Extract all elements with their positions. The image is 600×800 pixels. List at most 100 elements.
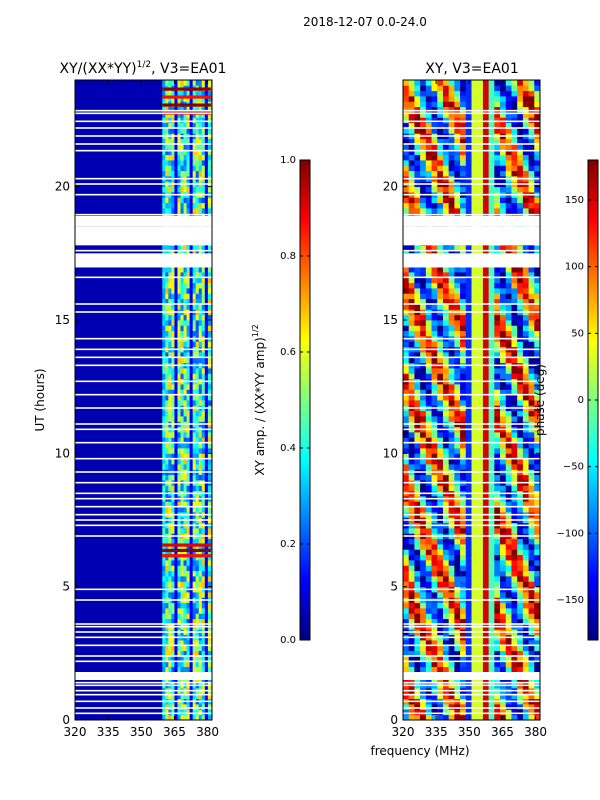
phase-cell	[522, 416, 529, 422]
phase-cell	[437, 245, 444, 252]
phase-cell	[494, 506, 501, 513]
phase-cell	[471, 373, 478, 380]
amplitude-cell	[174, 282, 178, 289]
phase-cell	[465, 272, 472, 278]
phase-cell	[431, 154, 438, 161]
phase-cell	[477, 576, 484, 582]
phase-cell	[511, 90, 518, 97]
phase-cell	[477, 138, 484, 145]
phase-cell	[477, 282, 484, 289]
amplitude-cell	[174, 501, 178, 508]
phase-cell	[528, 186, 535, 193]
phase-cell	[420, 693, 427, 700]
amplitude-cell	[168, 394, 172, 401]
phase-cell	[403, 320, 410, 326]
phase-cell	[500, 656, 507, 662]
phase-cell	[431, 368, 438, 374]
phase-cell	[500, 341, 507, 348]
phase-cell	[448, 437, 455, 444]
phase-cell	[528, 549, 535, 556]
blank-gap-46	[403, 193, 540, 196]
amplitude-cell	[201, 90, 206, 97]
amplitude-cell	[186, 650, 191, 657]
amplitude-cell	[162, 640, 166, 646]
phase-cell	[465, 538, 472, 545]
amplitude-cell	[177, 416, 181, 422]
phase-cell	[437, 144, 444, 150]
phase-cell	[408, 293, 415, 300]
phase-cell	[511, 325, 518, 332]
amplitude-hot-row-4	[162, 103, 211, 107]
phase-cell	[465, 357, 472, 364]
phase-cell	[414, 448, 421, 454]
amplitude-cell	[198, 149, 203, 156]
amplitude-cell	[201, 416, 206, 422]
amplitude-cell	[165, 320, 169, 326]
amplitude-cell	[174, 165, 178, 172]
amplitude-cell	[207, 90, 212, 97]
amplitude-cell	[207, 357, 212, 364]
amplitude-cell	[189, 506, 194, 513]
amplitude-cell	[183, 549, 187, 556]
phase-cell	[408, 384, 415, 390]
phase-cell	[431, 341, 438, 348]
phase-cell	[500, 528, 507, 534]
amplitude-cell	[174, 613, 178, 620]
phase-cell	[517, 154, 524, 161]
amplitude-cell	[168, 165, 172, 172]
amplitude-cell	[174, 442, 178, 449]
amplitude-cell	[180, 560, 184, 566]
phase-cell	[460, 85, 467, 92]
phase-cell	[425, 144, 432, 150]
amplitude-cell	[168, 565, 172, 572]
phase-cell	[494, 320, 501, 326]
phase-cell	[431, 565, 438, 572]
phase-cell	[517, 458, 524, 465]
phase-cell	[534, 272, 540, 278]
phase-cell	[431, 330, 438, 337]
amplitude-cell	[165, 602, 169, 609]
phase-cell	[500, 389, 507, 396]
phase-cell	[477, 485, 484, 492]
phase-cell	[437, 90, 444, 97]
phase-cell	[494, 282, 501, 289]
phase-cell	[528, 528, 535, 534]
amplitude-cell	[201, 704, 206, 710]
phase-cell	[420, 394, 427, 401]
phase-cell	[522, 538, 529, 545]
amplitude-cell	[204, 549, 209, 556]
phase-cell	[471, 197, 478, 204]
phase-cell	[403, 400, 410, 406]
phase-cell	[505, 581, 512, 588]
phase-cell	[494, 293, 501, 300]
amplitude-cell	[201, 549, 206, 556]
blank-gap-19	[403, 535, 540, 537]
amplitude-cell	[204, 416, 209, 422]
amplitude-cell	[186, 266, 191, 273]
phase-cell	[488, 576, 495, 582]
amplitude-cell	[189, 613, 194, 620]
amplitude-cell	[180, 117, 184, 124]
amplitude-cell	[174, 384, 178, 390]
phase-cell	[505, 618, 512, 625]
phase-cell	[437, 266, 444, 273]
phase-cell	[477, 373, 484, 380]
phase-cell	[528, 416, 535, 422]
phase-cell	[534, 661, 540, 668]
amplitude-cell	[192, 554, 197, 561]
phase-cell	[511, 330, 518, 337]
phase-cell	[414, 170, 421, 177]
amplitude-cell	[168, 714, 172, 720]
phase-cell	[517, 640, 524, 646]
phase-cell	[488, 608, 495, 614]
phase-cell	[414, 122, 421, 129]
amplitude-cell	[183, 394, 187, 401]
phase-cell	[460, 442, 467, 449]
phase-cell	[482, 592, 490, 598]
phase-cell	[534, 453, 540, 460]
phase-cell	[494, 117, 501, 124]
phase-cell	[431, 165, 438, 172]
amplitude-cell	[165, 389, 169, 396]
phase-cell	[420, 565, 427, 572]
phase-cell	[408, 544, 415, 550]
